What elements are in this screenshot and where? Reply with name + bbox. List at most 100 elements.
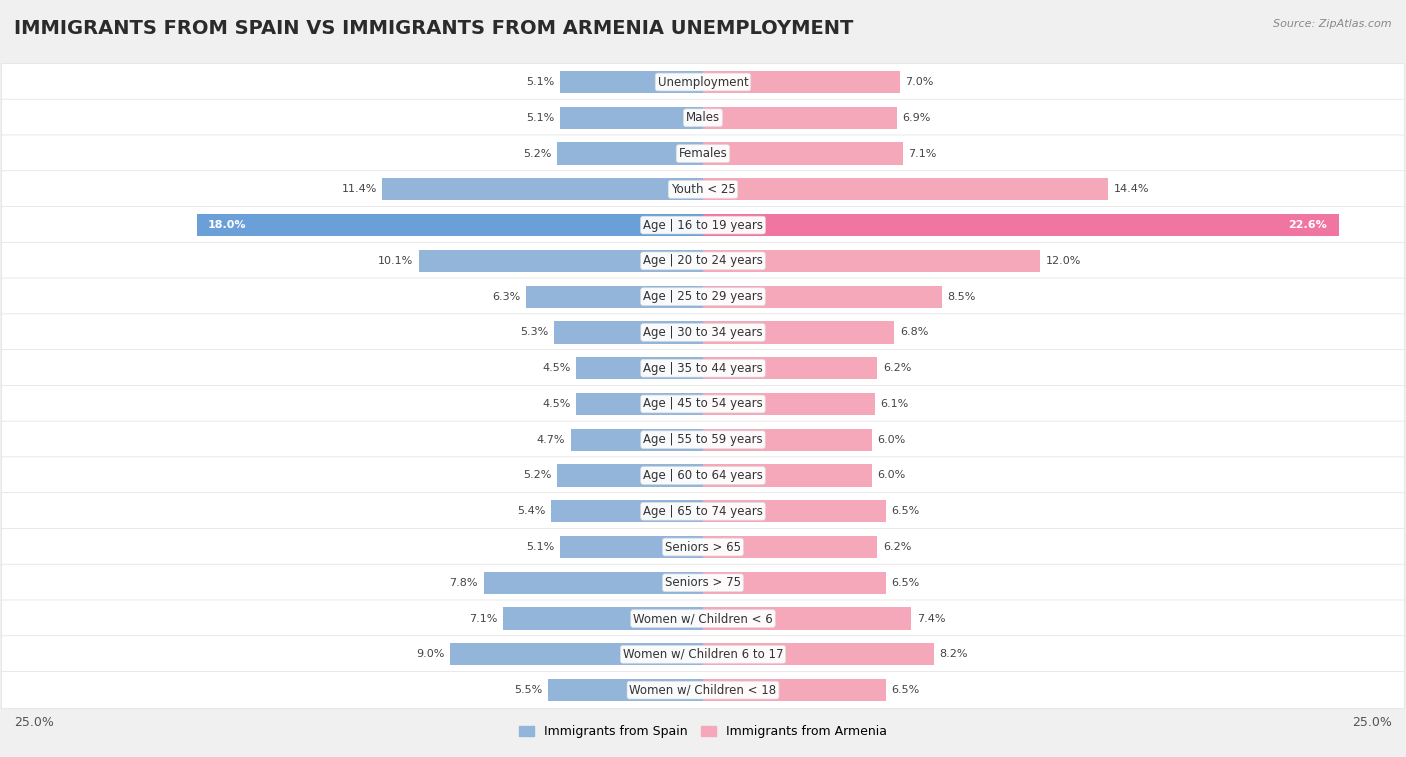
Bar: [703, 679, 886, 701]
Text: 9.0%: 9.0%: [416, 650, 444, 659]
Bar: [484, 572, 703, 594]
FancyBboxPatch shape: [1, 314, 1405, 351]
FancyBboxPatch shape: [1, 671, 1405, 709]
Text: Women w/ Children 6 to 17: Women w/ Children 6 to 17: [623, 648, 783, 661]
Text: Age | 45 to 54 years: Age | 45 to 54 years: [643, 397, 763, 410]
FancyBboxPatch shape: [1, 600, 1405, 637]
Bar: [557, 142, 703, 165]
Bar: [703, 321, 894, 344]
FancyBboxPatch shape: [1, 457, 1405, 494]
FancyBboxPatch shape: [1, 207, 1405, 244]
Text: Age | 30 to 34 years: Age | 30 to 34 years: [643, 326, 763, 339]
Bar: [560, 536, 703, 558]
Text: 11.4%: 11.4%: [342, 185, 377, 195]
FancyBboxPatch shape: [1, 564, 1405, 601]
Bar: [576, 393, 703, 415]
FancyBboxPatch shape: [1, 493, 1405, 530]
Text: Youth < 25: Youth < 25: [671, 183, 735, 196]
Text: 4.5%: 4.5%: [543, 363, 571, 373]
Text: 4.5%: 4.5%: [543, 399, 571, 409]
Text: Age | 60 to 64 years: Age | 60 to 64 years: [643, 469, 763, 482]
FancyBboxPatch shape: [1, 135, 1405, 172]
Bar: [450, 643, 703, 665]
Text: 25.0%: 25.0%: [14, 716, 53, 730]
Bar: [703, 500, 886, 522]
Text: 6.0%: 6.0%: [877, 471, 905, 481]
Text: 6.0%: 6.0%: [877, 435, 905, 444]
FancyBboxPatch shape: [1, 99, 1405, 136]
Bar: [571, 428, 703, 451]
Bar: [703, 250, 1040, 272]
Bar: [703, 107, 897, 129]
FancyBboxPatch shape: [1, 171, 1405, 208]
Text: 8.5%: 8.5%: [948, 291, 976, 301]
Bar: [382, 178, 703, 201]
Text: Females: Females: [679, 147, 727, 160]
Bar: [703, 393, 875, 415]
Bar: [551, 500, 703, 522]
FancyBboxPatch shape: [1, 421, 1405, 458]
Text: 22.6%: 22.6%: [1288, 220, 1327, 230]
Text: Age | 55 to 59 years: Age | 55 to 59 years: [643, 433, 763, 446]
Text: 10.1%: 10.1%: [378, 256, 413, 266]
Text: 5.2%: 5.2%: [523, 471, 551, 481]
Text: 6.9%: 6.9%: [903, 113, 931, 123]
Bar: [560, 107, 703, 129]
Text: Age | 20 to 24 years: Age | 20 to 24 years: [643, 254, 763, 267]
Bar: [703, 214, 1339, 236]
Text: Women w/ Children < 6: Women w/ Children < 6: [633, 612, 773, 625]
Bar: [197, 214, 703, 236]
Text: 6.1%: 6.1%: [880, 399, 908, 409]
Text: 5.2%: 5.2%: [523, 148, 551, 158]
FancyBboxPatch shape: [1, 242, 1405, 279]
FancyBboxPatch shape: [1, 64, 1405, 101]
FancyBboxPatch shape: [1, 528, 1405, 565]
Text: Males: Males: [686, 111, 720, 124]
Text: 7.4%: 7.4%: [917, 614, 945, 624]
Text: 18.0%: 18.0%: [208, 220, 246, 230]
Bar: [503, 607, 703, 630]
Bar: [557, 464, 703, 487]
Bar: [576, 357, 703, 379]
Text: Age | 65 to 74 years: Age | 65 to 74 years: [643, 505, 763, 518]
Bar: [526, 285, 703, 308]
Bar: [703, 464, 872, 487]
FancyBboxPatch shape: [1, 636, 1405, 673]
Text: 5.3%: 5.3%: [520, 328, 548, 338]
Bar: [703, 428, 872, 451]
Text: Age | 35 to 44 years: Age | 35 to 44 years: [643, 362, 763, 375]
Text: 8.2%: 8.2%: [939, 650, 967, 659]
Bar: [560, 71, 703, 93]
FancyBboxPatch shape: [1, 278, 1405, 315]
Text: 6.5%: 6.5%: [891, 506, 920, 516]
Text: 6.8%: 6.8%: [900, 328, 928, 338]
Bar: [703, 285, 942, 308]
Text: Age | 16 to 19 years: Age | 16 to 19 years: [643, 219, 763, 232]
Bar: [703, 142, 903, 165]
Bar: [703, 572, 886, 594]
Text: 5.1%: 5.1%: [526, 542, 554, 552]
Text: 12.0%: 12.0%: [1046, 256, 1081, 266]
Text: 5.1%: 5.1%: [526, 77, 554, 87]
Text: Women w/ Children < 18: Women w/ Children < 18: [630, 684, 776, 696]
Bar: [419, 250, 703, 272]
Text: 6.2%: 6.2%: [883, 542, 911, 552]
Text: Seniors > 65: Seniors > 65: [665, 540, 741, 553]
Text: 6.5%: 6.5%: [891, 685, 920, 695]
FancyBboxPatch shape: [1, 350, 1405, 387]
Bar: [703, 178, 1108, 201]
Text: 7.1%: 7.1%: [470, 614, 498, 624]
Text: 7.8%: 7.8%: [450, 578, 478, 587]
Text: 7.1%: 7.1%: [908, 148, 936, 158]
Text: 6.5%: 6.5%: [891, 578, 920, 587]
Bar: [703, 607, 911, 630]
Text: Seniors > 75: Seniors > 75: [665, 576, 741, 589]
Text: Unemployment: Unemployment: [658, 76, 748, 89]
Bar: [554, 321, 703, 344]
Bar: [703, 71, 900, 93]
Text: 5.5%: 5.5%: [515, 685, 543, 695]
Text: IMMIGRANTS FROM SPAIN VS IMMIGRANTS FROM ARMENIA UNEMPLOYMENT: IMMIGRANTS FROM SPAIN VS IMMIGRANTS FROM…: [14, 19, 853, 38]
Bar: [703, 643, 934, 665]
Text: 6.3%: 6.3%: [492, 291, 520, 301]
FancyBboxPatch shape: [1, 385, 1405, 422]
